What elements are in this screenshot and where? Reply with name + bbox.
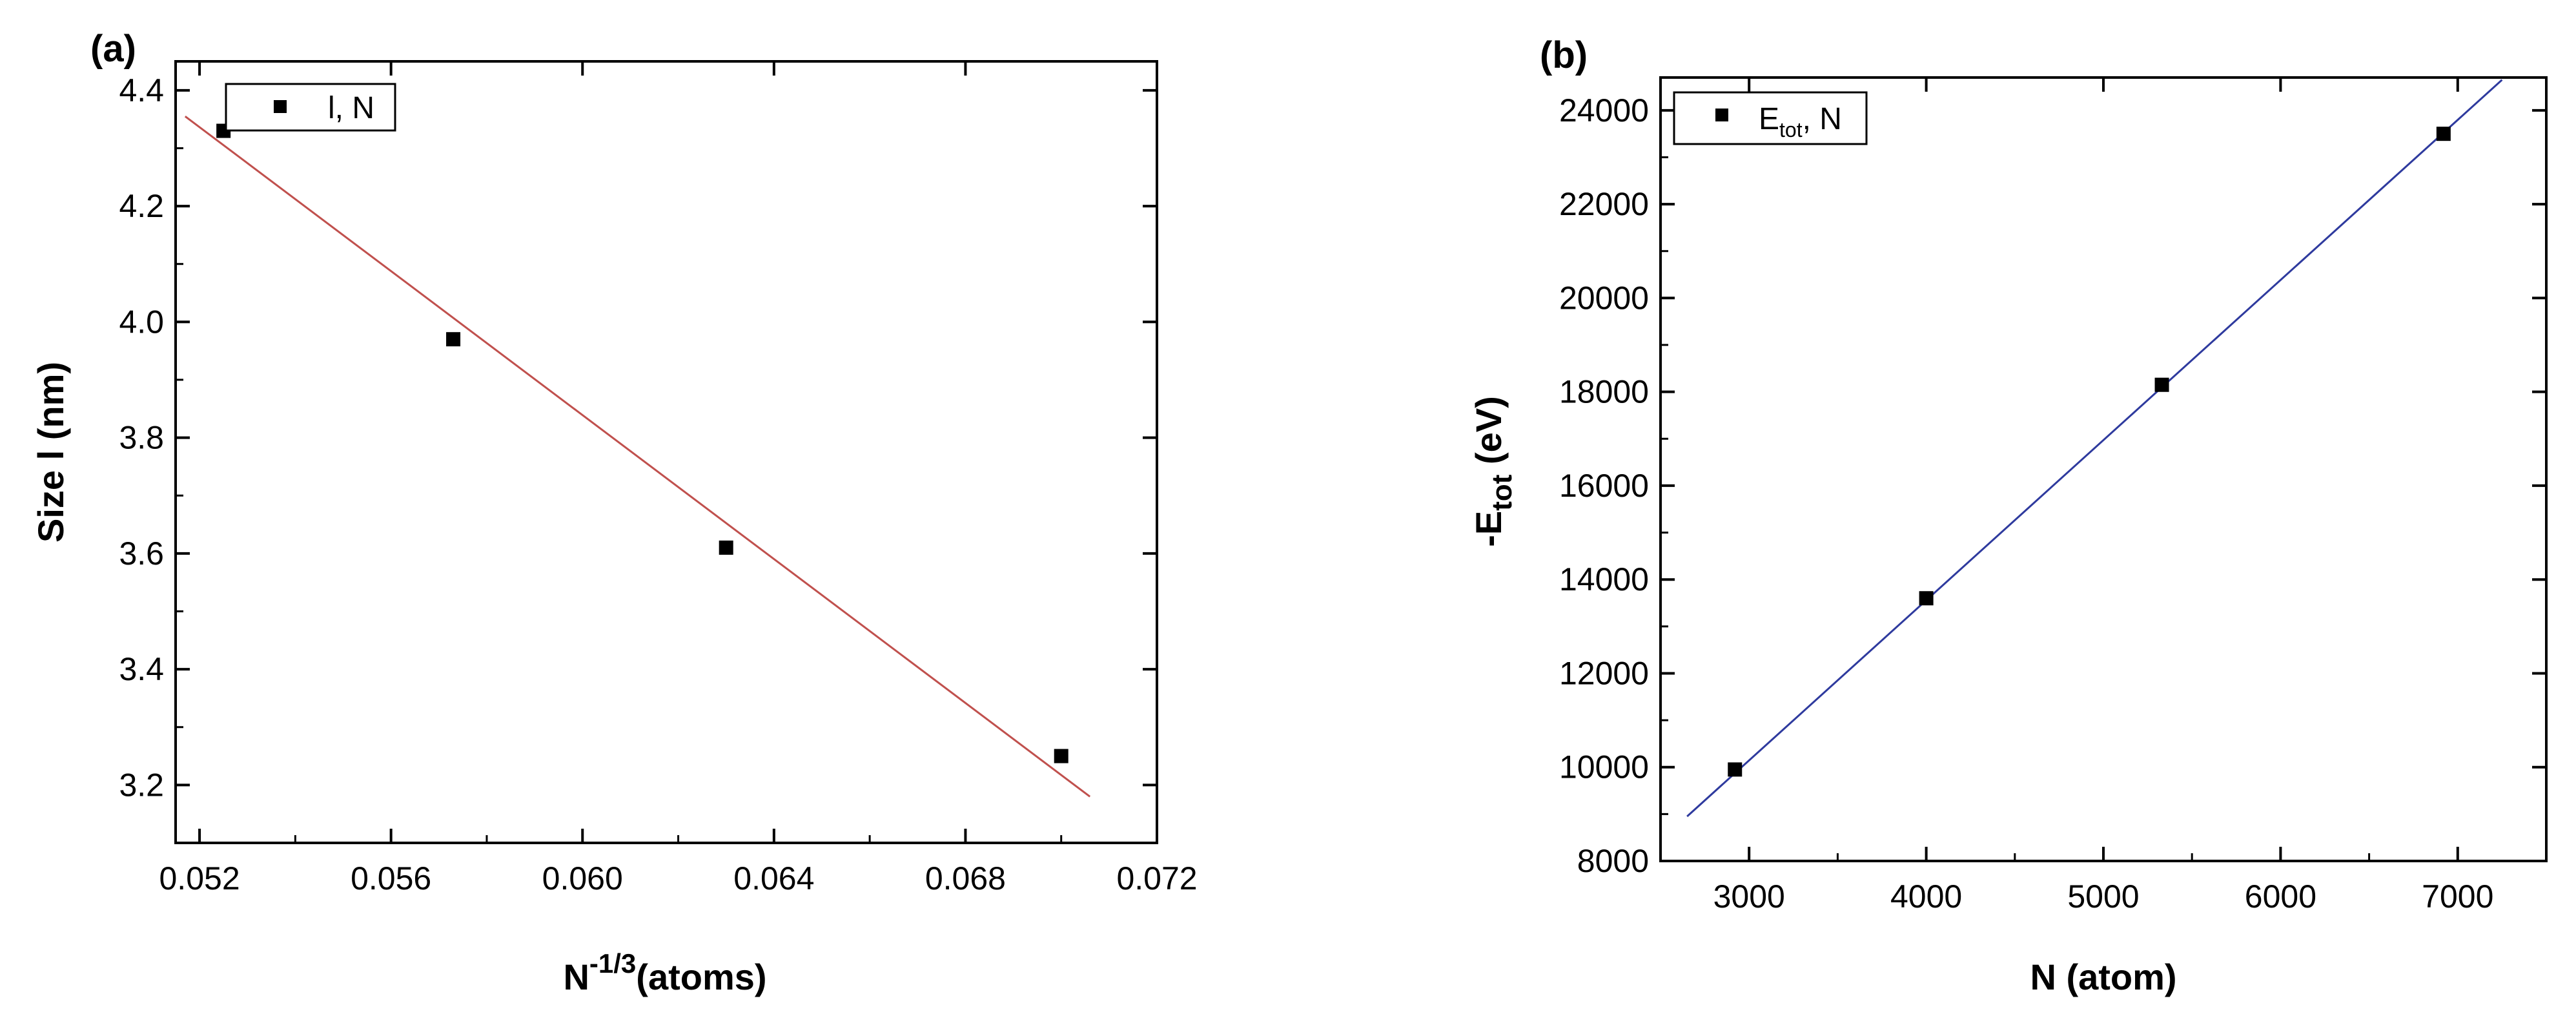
panel-b-legend-label-main: E [1759, 102, 1779, 136]
panel-a-legend-marker [274, 100, 287, 113]
panel-a-y-axis-label: Size l (nm) [30, 362, 71, 543]
panel-a-y-axis: 3.2 3.4 3.6 3.8 4.0 4.2 4.4 [119, 72, 1157, 803]
panel-b-y-tick-label: 22000 [1559, 186, 1649, 222]
panel-b-legend-label-rest: , N [1803, 102, 1842, 136]
panel-a-x-tick-label: 0.064 [733, 860, 814, 897]
panel-a-y-tick-label: 4.0 [119, 304, 164, 340]
panel-b-y-tick-label: 8000 [1577, 843, 1649, 879]
panel-a-label: (a) [90, 28, 136, 70]
panel-a-y-tick-label: 3.4 [119, 651, 164, 687]
panel-a-fit-line [184, 115, 1091, 798]
panel-a-x-axis-label: N-1/3(atoms) [563, 948, 766, 997]
panel-a-data-point [1054, 749, 1068, 763]
panel-b-y-tick-label: 18000 [1559, 374, 1649, 410]
panel-b-x-tick-label: 3000 [1713, 878, 1785, 915]
panel-b-data-point [2154, 377, 2169, 392]
panel-b-x-tick-label: 7000 [2422, 878, 2493, 915]
panel-a-y-tick-label: 4.4 [119, 72, 164, 109]
panel-b-y-tick-label: 12000 [1559, 655, 1649, 691]
panel-b-x-tick-label: 5000 [2067, 878, 2139, 915]
panel-b-y-axis-label-sub: tot [1486, 474, 1518, 511]
panel-b-fit-line [1686, 79, 2503, 818]
panel-a-data-point [446, 332, 461, 347]
panel-b-frame [1659, 76, 2548, 862]
panel-b-y-axis: 8000 10000 12000 14000 16000 18000 20000 22000 2… [1559, 92, 2546, 879]
panel-b-data-point [2436, 127, 2451, 141]
panel-b-legend-label-sub: tot [1779, 118, 1803, 141]
panel-b-y-tick-label: 10000 [1559, 749, 1649, 785]
panel-b-legend: Etot, N [1673, 91, 1868, 145]
panel-a-y-tick-label: 3.8 [119, 420, 164, 456]
panel-a: (a) 3.2 3.4 3.6 3.8 4.0 4.2 4.4 0.052 0.056 0.06… [30, 28, 1198, 997]
panel-b-x-tick-label: 6000 [2245, 878, 2316, 915]
panel-b-x-tick-label: 4000 [1890, 878, 1962, 915]
panel-b-data-point [1919, 591, 1934, 606]
panel-a-legend-label: l, N [328, 91, 374, 125]
panel-b-y-axis-label-unit: (eV) [1468, 396, 1509, 474]
panel-b-data-points [1728, 127, 2451, 777]
panel-b-y-tick-label: 24000 [1559, 92, 1649, 129]
panel-b-y-tick-label: 20000 [1559, 280, 1649, 316]
panel-a-y-tick-label: 3.6 [119, 535, 164, 572]
panel-a-data-points [216, 123, 1068, 763]
panel-a-data-point [719, 540, 733, 555]
panel-a-frame [174, 60, 1158, 844]
panel-b-y-tick-label: 14000 [1559, 561, 1649, 597]
panel-a-x-axis-label-unit: (atoms) [636, 957, 766, 997]
panel-a-x-tick-label: 0.052 [159, 860, 240, 897]
panel-a-x-tick-label: 0.056 [351, 860, 431, 897]
panel-a-x-axis: 0.052 0.056 0.060 0.064 0.068 0.072 [159, 61, 1198, 897]
panel-b-x-axis-label: N (atom) [2030, 957, 2176, 997]
panel-a-y-tick-label: 3.2 [119, 767, 164, 803]
panel-b: (b) 8000 10000 12000 14000 16000 18000 20000 22… [1468, 34, 2548, 997]
panel-b-x-axis: 3000 4000 5000 6000 7000 [1713, 78, 2493, 915]
panel-a-x-tick-label: 0.072 [1116, 860, 1197, 897]
panel-b-legend-box [1673, 91, 1868, 145]
panel-a-y-tick-label: 4.2 [119, 188, 164, 224]
panel-a-x-axis-label-sup: -1/3 [589, 948, 636, 979]
panel-a-x-tick-label: 0.068 [925, 860, 1006, 897]
panel-b-y-axis-label: -Etot (eV) [1468, 396, 1518, 547]
panel-b-y-axis-label-prefix: -E [1468, 511, 1509, 547]
panel-b-legend-label: Etot, N [1759, 102, 1842, 141]
panel-b-data-point [1728, 762, 1743, 777]
panel-b-y-tick-label: 16000 [1559, 468, 1649, 504]
panel-a-x-tick-label: 0.060 [542, 860, 623, 897]
panel-a-x-axis-label-main: N [563, 957, 589, 997]
panel-a-legend-box [225, 83, 396, 132]
panel-b-legend-marker [1715, 109, 1728, 121]
panel-a-legend: l, N [225, 83, 396, 132]
panel-b-label: (b) [1540, 34, 1588, 76]
